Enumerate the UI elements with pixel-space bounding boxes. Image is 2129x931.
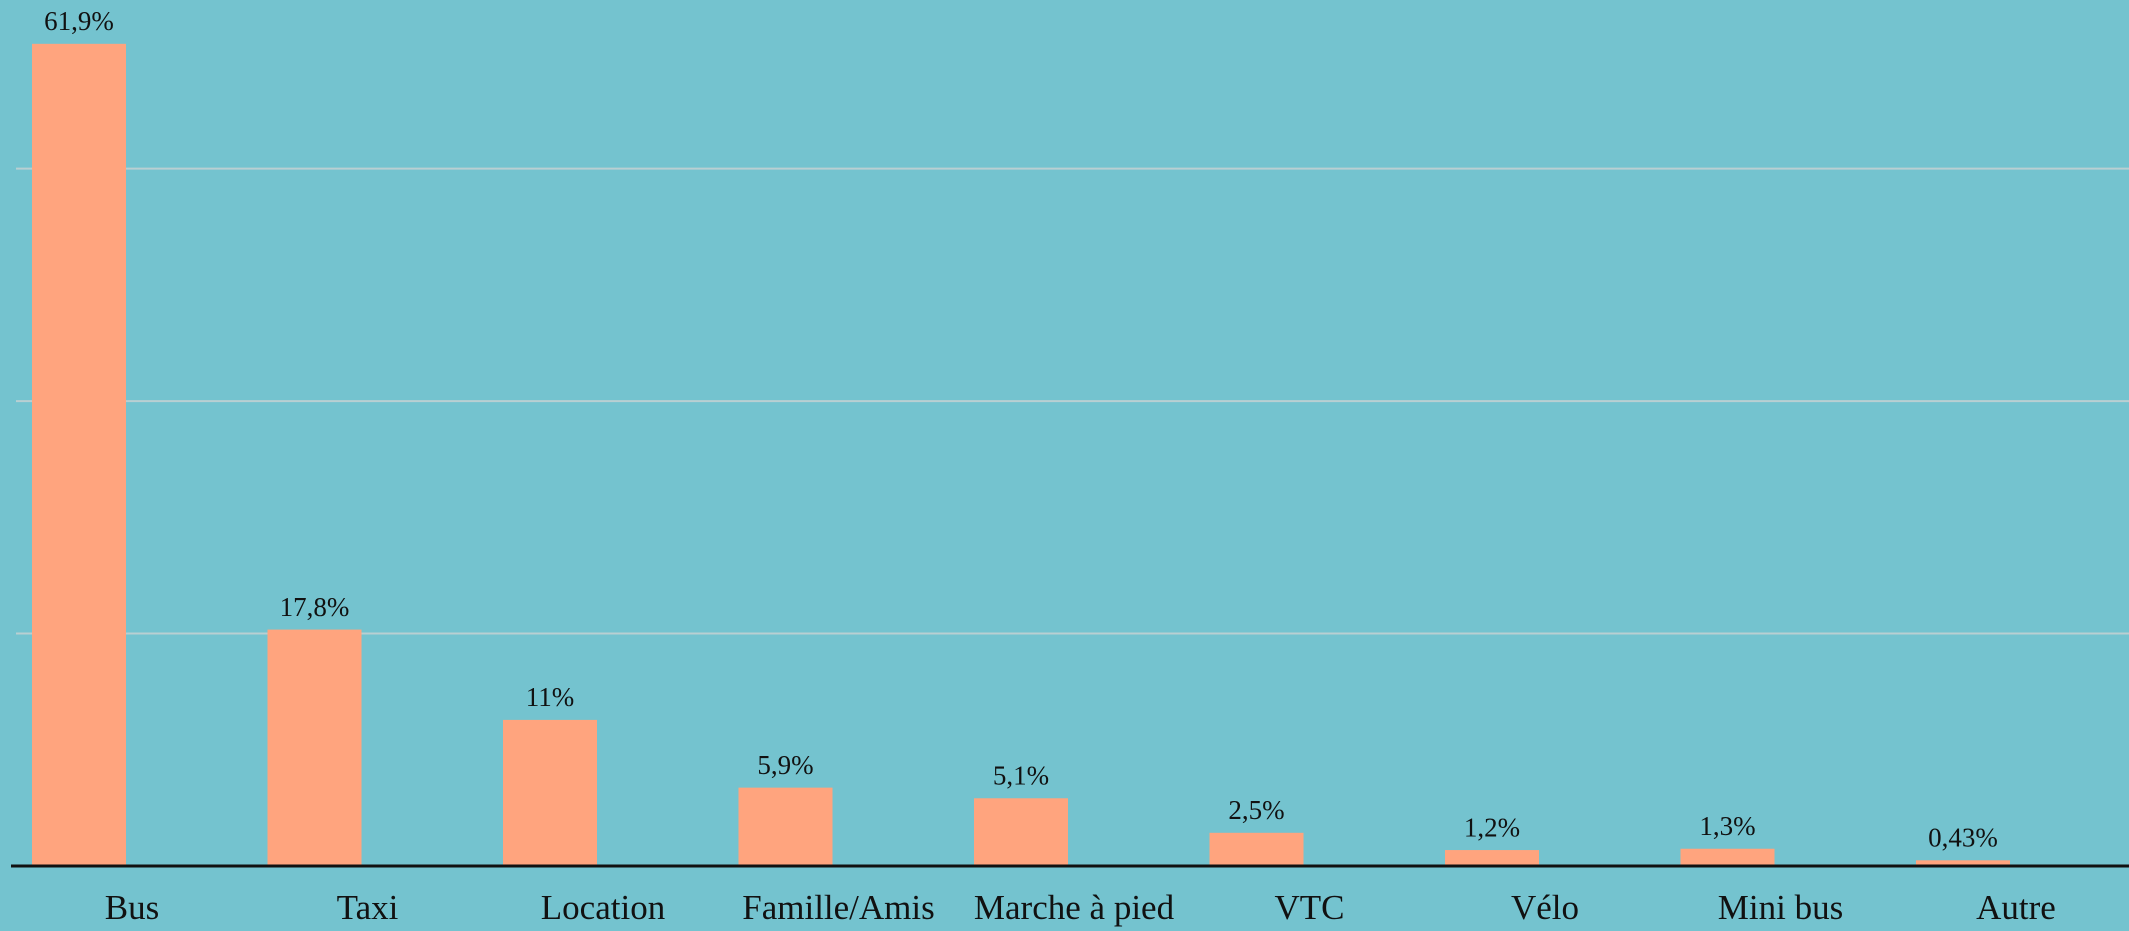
bar	[1916, 860, 2010, 866]
bar	[1209, 832, 1304, 866]
bar	[974, 798, 1068, 866]
bar	[32, 43, 126, 866]
value-label: 17,8%	[280, 592, 350, 622]
x-tick-label: Location	[541, 888, 665, 927]
x-tick-label: Famille/Amis	[742, 888, 935, 927]
value-label: 5,1%	[993, 760, 1049, 790]
value-label: 1,3%	[1699, 811, 1755, 841]
x-tick-label: VTC	[1275, 888, 1345, 927]
bar	[1445, 850, 1539, 866]
x-tick-label: Bus	[105, 888, 159, 927]
value-label: 1,2%	[1464, 812, 1520, 842]
bar	[1680, 848, 1775, 866]
value-label: 0,43%	[1928, 822, 1998, 852]
value-label: 5,9%	[757, 750, 813, 780]
bar	[738, 787, 833, 866]
x-tick-label: Autre	[1976, 888, 2056, 927]
x-tick-label: Mini bus	[1718, 888, 1843, 927]
bar	[267, 629, 362, 866]
value-label: 2,5%	[1228, 795, 1284, 825]
x-tick-label: Vélo	[1511, 888, 1579, 927]
value-label: 11%	[526, 682, 575, 712]
x-tick-label: Taxi	[337, 888, 399, 927]
value-label: 61,9%	[44, 6, 114, 36]
x-tick-label: Marche à pied	[974, 888, 1175, 927]
bar	[503, 719, 597, 866]
